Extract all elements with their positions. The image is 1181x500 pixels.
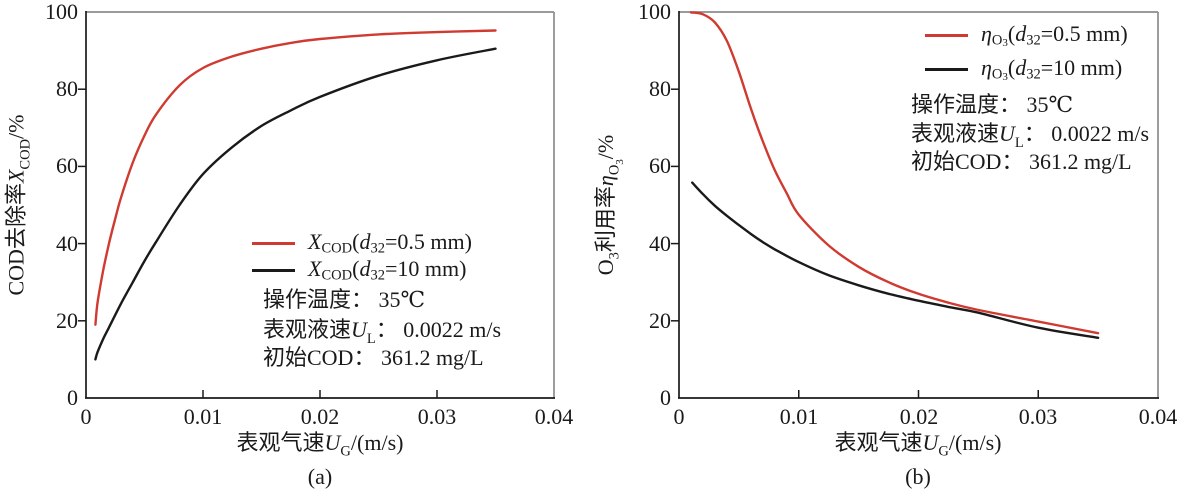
chart-a-ytick-40: 40 bbox=[56, 231, 78, 256]
chart-b-annotation-temperature: 操作温度： 35℃ bbox=[911, 92, 1074, 117]
chart-a-annotation-initial-cod: 初始COD： 361.2 mg/L bbox=[263, 345, 484, 370]
chart-a-xtick-004: 0.04 bbox=[534, 404, 574, 429]
chart-a-ytick-100: 100 bbox=[45, 0, 78, 24]
chart-a-ytick-80: 80 bbox=[56, 76, 78, 101]
chart-b-ytick-20: 20 bbox=[649, 308, 671, 333]
chart-a-legend-line-black bbox=[252, 268, 295, 272]
chart-b-legend-label-10mm: ηO3(d32=10 mm) bbox=[981, 54, 1123, 83]
chart-a-xtick-001: 0.01 bbox=[183, 404, 223, 429]
chart-a-xtick-0: 0 bbox=[80, 404, 92, 429]
chart-b-xtick-003: 0.03 bbox=[1018, 404, 1058, 429]
chart-a-x-axis-label: 表观气速UG/(m/s) bbox=[236, 430, 404, 460]
chart-a-legend-line-red bbox=[252, 241, 295, 245]
chart-b-annotation-initial-cod: 初始COD： 361.2 mg/L bbox=[911, 149, 1132, 174]
chart-b-annotation-liquid-velocity: 表观液速UL： 0.0022 m/s bbox=[911, 121, 1150, 152]
chart-a-legend-label-10mm: XCOD(d32=10 mm) bbox=[308, 255, 467, 284]
chart-b-xtick-004: 0.04 bbox=[1138, 404, 1178, 429]
chart-a-legend-entry-10mm: XCOD(d32=10 mm) bbox=[252, 255, 467, 284]
chart-b-ytick-100: 100 bbox=[638, 0, 671, 24]
chart-a-annotation-liquid-velocity: 表观液速UL： 0.0022 m/s bbox=[263, 317, 502, 348]
chart-b-x-axis-label: 表观气速UG/(m/s) bbox=[834, 430, 1002, 460]
chart-a-ytick-20: 20 bbox=[56, 308, 78, 333]
chart-b-caption: (b) bbox=[905, 464, 931, 489]
chart-b-ytick-0: 0 bbox=[660, 385, 671, 410]
chart-a-caption: (a) bbox=[307, 464, 333, 489]
chart-a-ytick-0: 0 bbox=[67, 385, 78, 410]
chart-b-xtick-002: 0.02 bbox=[899, 404, 939, 429]
chart-a-annotation-temperature: 操作温度： 35℃ bbox=[263, 287, 426, 312]
series-curve-1 bbox=[691, 181, 1100, 339]
chart-a-ytick-60: 60 bbox=[56, 153, 78, 178]
chart-a-legend-entry-05mm: XCOD(d32=0.5 mm) bbox=[252, 228, 472, 257]
chart-a-legend-label-05mm: XCOD(d32=0.5 mm) bbox=[308, 228, 472, 257]
chart-b-xtick-001: 0.01 bbox=[779, 404, 819, 429]
chart-b-xtick-0: 0 bbox=[673, 404, 685, 429]
chart-b-legend-line-black bbox=[925, 67, 968, 71]
chart-b-ytick-60: 60 bbox=[649, 153, 671, 178]
chart-b-ytick-80: 80 bbox=[649, 76, 671, 101]
chart-b-legend-line-red bbox=[925, 33, 968, 37]
chart-a-xtick-002: 0.02 bbox=[300, 404, 340, 429]
chart-b-ytick-40: 40 bbox=[649, 231, 671, 256]
chart-b-legend-entry-10mm: ηO3(d32=10 mm) bbox=[925, 54, 1123, 83]
chart-a-xtick-003: 0.03 bbox=[417, 404, 457, 429]
chart-b-legend-label-05mm: ηO3(d32=0.5 mm) bbox=[981, 20, 1128, 49]
chart-b-legend-entry-05mm: ηO3(d32=0.5 mm) bbox=[925, 20, 1128, 49]
